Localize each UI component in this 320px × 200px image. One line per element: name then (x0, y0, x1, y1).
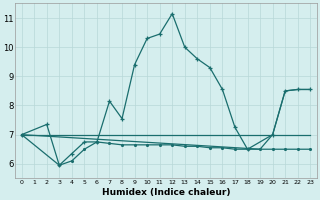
X-axis label: Humidex (Indice chaleur): Humidex (Indice chaleur) (102, 188, 230, 197)
